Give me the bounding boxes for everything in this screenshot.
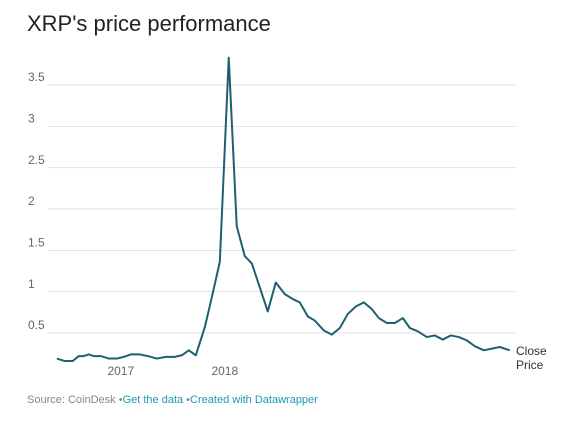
source: Source: CoinDesk xyxy=(27,394,116,406)
y-tick-label: 2.5 xyxy=(28,153,45,167)
footer: Source: CoinDeskGet the dataCreated with… xyxy=(27,394,318,406)
y-tick-label: 3.5 xyxy=(28,70,45,84)
y-tick-label: 0.5 xyxy=(28,318,45,332)
footer-link[interactable]: Created with Datawrapper xyxy=(183,394,318,406)
x-tick-label: 2017 xyxy=(107,364,134,378)
y-tick-label: 1.5 xyxy=(28,235,45,249)
series-label: Close Price xyxy=(516,344,547,372)
y-tick-label: 1 xyxy=(28,277,35,291)
footer-link[interactable]: Get the data xyxy=(116,394,183,406)
y-tick-label: 2 xyxy=(28,194,35,208)
chart-title: XRP's price performance xyxy=(27,11,271,36)
y-tick-label: 3 xyxy=(28,112,35,126)
line xyxy=(56,56,511,363)
x-tick-label: 2018 xyxy=(211,364,238,378)
